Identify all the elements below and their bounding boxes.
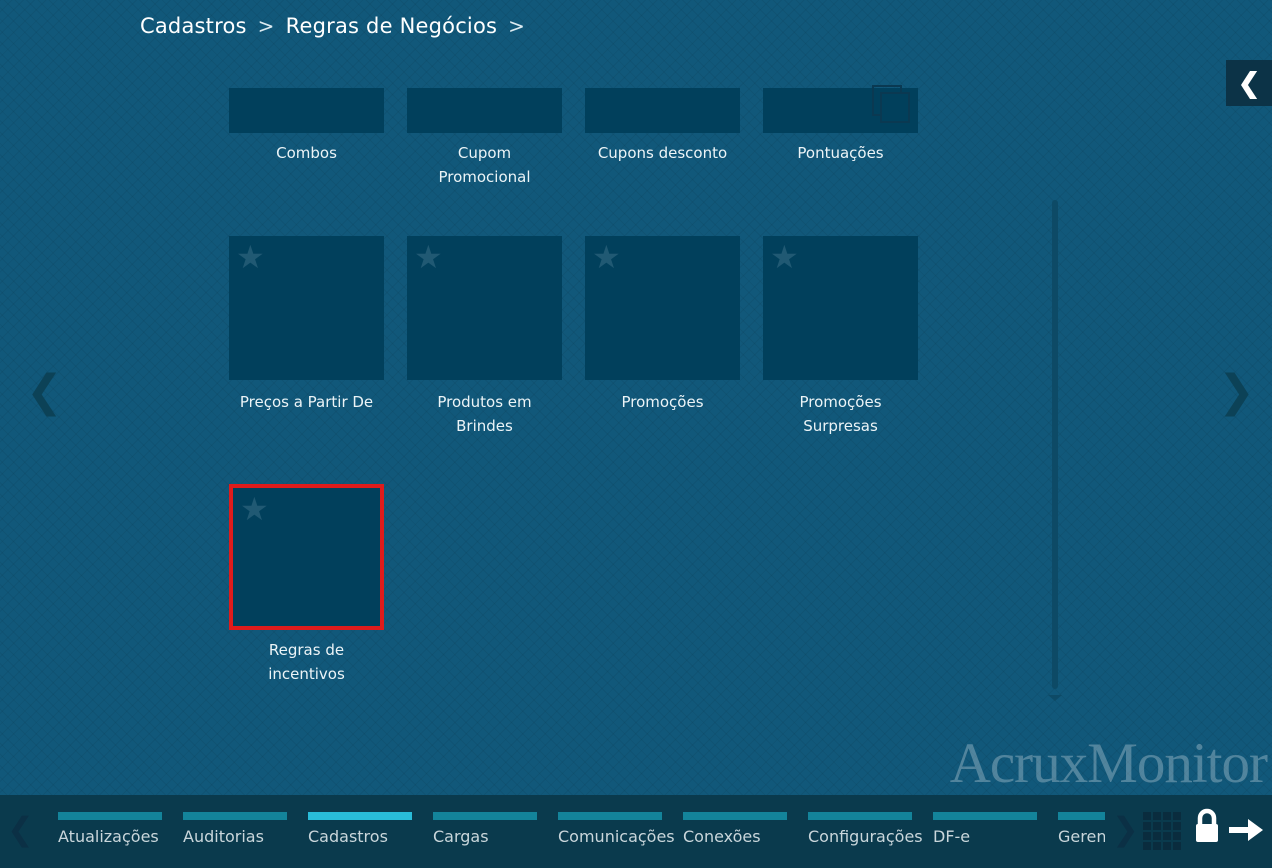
apps-grid-button[interactable] [1143,812,1181,850]
stacked-squares-icon [872,85,912,125]
tile-label: Pontuações [797,144,884,162]
carousel-prev-button[interactable]: ❮ [26,370,63,414]
lock-icon [1196,808,1218,842]
tile-cupom-promocional[interactable]: Cupom Promocional [407,88,562,189]
tab-label: Configurações [808,827,923,846]
tile-thumbnail [407,88,562,133]
tile-label: Cupom Promocional [438,144,531,186]
tabs-scroll-left-button[interactable]: ❮ [7,813,34,845]
lock-button[interactable] [1191,806,1223,851]
tile-label: Cupons desconto [597,144,728,162]
tab-atualizacoes[interactable]: Atualizações [58,812,162,862]
star-icon: ★ [592,238,621,276]
star-icon: ★ [770,238,799,276]
scroll-down-arrow-icon [1048,695,1062,701]
tile-grid-row-1: Combos Cupom Promocional Cupons desconto … [229,85,918,189]
tile-produtos-em-brindes[interactable]: ★ Produtos em Brindes [407,236,562,438]
tile-label: Produtos em Brindes [437,393,532,435]
tab-indicator-bar [308,812,412,820]
tile-label: Promoções Surpresas [799,393,882,435]
star-icon: ★ [414,238,443,276]
vertical-scrollbar[interactable] [1048,200,1062,701]
tile-thumbnail [585,88,740,133]
tab-cargas[interactable]: Cargas [433,812,537,862]
tile-grid-row-2: ★ Preços a Partir De ★ Produtos em Brinde… [229,236,918,438]
tab-indicator-bar [1058,812,1105,820]
tab-label: Atualizações [58,827,159,846]
tile-cupons-desconto[interactable]: Cupons desconto [585,88,740,189]
chevron-left-icon: ❮ [7,810,34,848]
chevron-left-icon: ❮ [1237,67,1261,98]
tab-label: Cadastros [308,827,388,846]
tile-thumbnail: ★ [229,484,384,630]
tile-grid-row-3: ★ Regras de incentivos [229,484,384,686]
breadcrumb-separator-icon: > [508,14,526,38]
star-icon: ★ [240,490,269,528]
tile-label: Combos [276,144,337,162]
tab-conexoes[interactable]: Conexões [683,812,787,862]
tile-thumbnail: ★ [585,236,740,380]
tab-cadastros[interactable]: Cadastros [308,812,412,862]
tab-auditorias[interactable]: Auditorias [183,812,287,862]
breadcrumb-item-regras-de-negocios[interactable]: Regras de Negócios [285,14,498,38]
arrow-right-icon [1229,819,1263,841]
chevron-right-icon: ❯ [1218,366,1255,417]
tab-label: Conexões [683,827,761,846]
tile-pontuacoes[interactable]: Pontuações [763,85,918,189]
forward-button[interactable] [1227,815,1265,848]
tab-label: DF-e [933,827,971,846]
tile-thumbnail [763,85,918,133]
tab-indicator-bar [683,812,787,820]
chevron-left-icon: ❮ [26,366,63,417]
tile-thumbnail: ★ [763,236,918,380]
tile-thumbnail [229,88,384,133]
watermark: AcruxMonitor [949,732,1268,795]
bottom-tab-bar: ❮ Atualizações Auditorias Cadastros Carg… [0,795,1272,868]
tab-comunicacoes[interactable]: Comunicações [558,812,675,862]
tile-combos[interactable]: Combos [229,88,384,189]
carousel-next-button[interactable]: ❯ [1218,370,1255,414]
tile-regras-de-incentivos[interactable]: ★ Regras de incentivos [229,484,384,686]
tile-thumbnail: ★ [229,236,384,380]
tab-configuracoes[interactable]: Configurações [808,812,923,862]
tile-promocoes[interactable]: ★ Promoções [585,236,740,438]
tile-promocoes-surpresas[interactable]: ★ Promoções Surpresas [763,236,918,438]
tab-label: Cargas [433,827,489,846]
tab-label: Geren [1058,827,1105,846]
tab-label: Comunicações [558,827,675,846]
tab-df-e[interactable]: DF-e [933,812,1037,862]
chevron-right-icon: ❯ [1112,810,1139,848]
star-icon: ★ [236,238,265,276]
breadcrumb: Cadastros > Regras de Negócios > [140,14,525,38]
breadcrumb-item-cadastros[interactable]: Cadastros [140,14,247,38]
tile-label: Regras de incentivos [268,641,345,683]
tab-indicator-bar [558,812,662,820]
tile-label: Promoções [621,393,704,411]
tile-precos-a-partir-de[interactable]: ★ Preços a Partir De [229,236,384,438]
breadcrumb-separator-icon: > [257,14,275,38]
tab-indicator-bar [808,812,912,820]
tab-strip: Atualizações Auditorias Cadastros Cargas… [58,812,1105,862]
tabs-scroll-right-button[interactable]: ❯ [1112,813,1139,845]
tab-geren[interactable]: Geren [1058,812,1105,862]
tab-indicator-bar [58,812,162,820]
tile-thumbnail: ★ [407,236,562,380]
tile-label: Preços a Partir De [239,393,374,411]
tab-indicator-bar [183,812,287,820]
tab-indicator-bar [933,812,1037,820]
collapse-panel-button[interactable]: ❮ [1226,60,1272,106]
tab-indicator-bar [433,812,537,820]
tab-label: Auditorias [183,827,264,846]
